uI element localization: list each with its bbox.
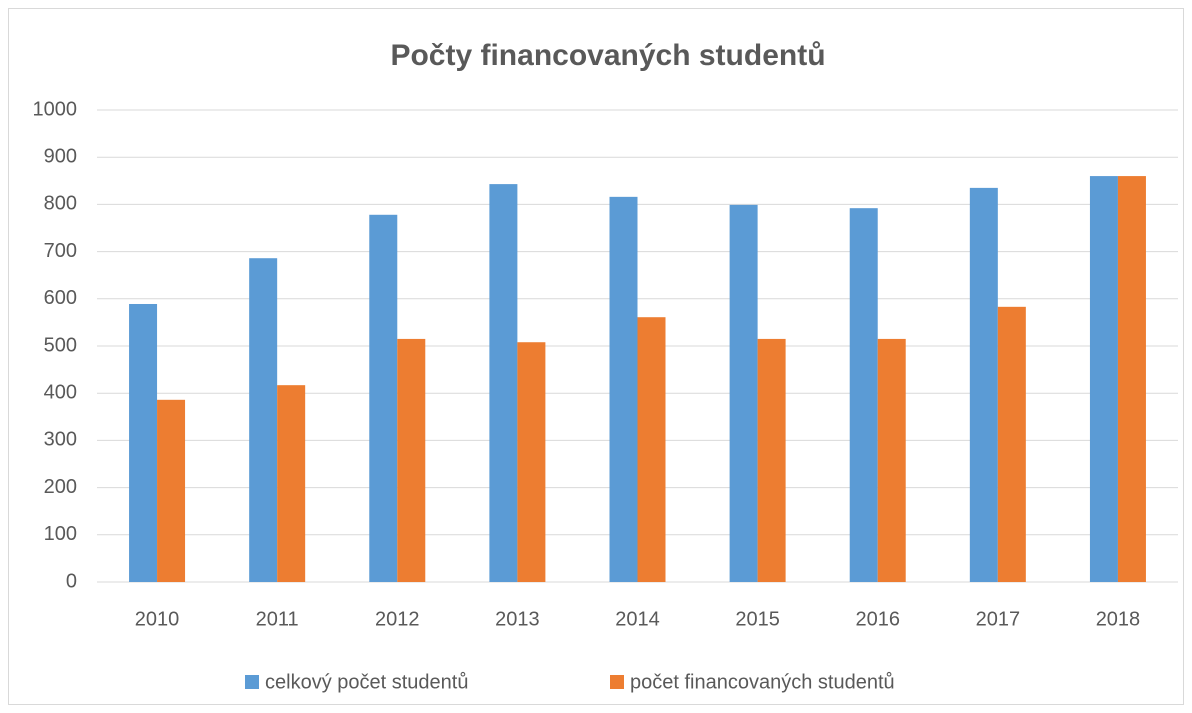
y-tick-label: 0 bbox=[66, 570, 77, 592]
x-tick-label: 2014 bbox=[615, 608, 660, 630]
bar bbox=[517, 342, 546, 582]
y-tick-label: 700 bbox=[44, 240, 77, 262]
bar bbox=[249, 258, 278, 582]
bar bbox=[1117, 176, 1146, 582]
legend-swatch bbox=[245, 675, 259, 689]
legend-swatch bbox=[610, 675, 624, 689]
x-tick-label: 2012 bbox=[375, 608, 420, 630]
bar bbox=[997, 306, 1026, 582]
bar bbox=[129, 303, 158, 582]
y-tick-label: 500 bbox=[44, 334, 77, 356]
bar bbox=[757, 338, 786, 582]
bar bbox=[369, 214, 398, 582]
bar bbox=[1089, 176, 1118, 582]
y-tick-label: 100 bbox=[44, 523, 77, 545]
bar bbox=[157, 399, 186, 582]
legend-label: počet financovaných studentů bbox=[630, 671, 895, 693]
bar bbox=[877, 338, 906, 582]
bar bbox=[849, 208, 878, 582]
bar bbox=[969, 187, 998, 582]
x-tick-label: 2015 bbox=[735, 608, 780, 630]
bar bbox=[489, 184, 518, 582]
x-tick-label: 2011 bbox=[256, 608, 299, 630]
y-tick-label: 900 bbox=[44, 145, 77, 167]
y-tick-label: 300 bbox=[44, 429, 77, 451]
y-tick-label: 600 bbox=[44, 287, 77, 309]
y-tick-label: 1000 bbox=[33, 98, 78, 120]
bar bbox=[729, 204, 758, 582]
bar bbox=[397, 338, 426, 582]
x-tick-label: 2018 bbox=[1096, 608, 1141, 630]
y-tick-label: 400 bbox=[44, 381, 77, 403]
x-tick-label: 2010 bbox=[135, 608, 180, 630]
bar bbox=[609, 196, 638, 582]
bar bbox=[637, 317, 666, 582]
x-tick-label: 2016 bbox=[855, 608, 900, 630]
chart-title: Počty financovaných studentů bbox=[390, 39, 825, 72]
y-tick-label: 200 bbox=[44, 476, 77, 498]
x-tick-label: 2013 bbox=[495, 608, 540, 630]
y-tick-label: 800 bbox=[44, 193, 77, 215]
x-tick-label: 2017 bbox=[976, 608, 1021, 630]
bar bbox=[277, 385, 306, 582]
legend-label: celkový počet studentů bbox=[265, 671, 468, 693]
